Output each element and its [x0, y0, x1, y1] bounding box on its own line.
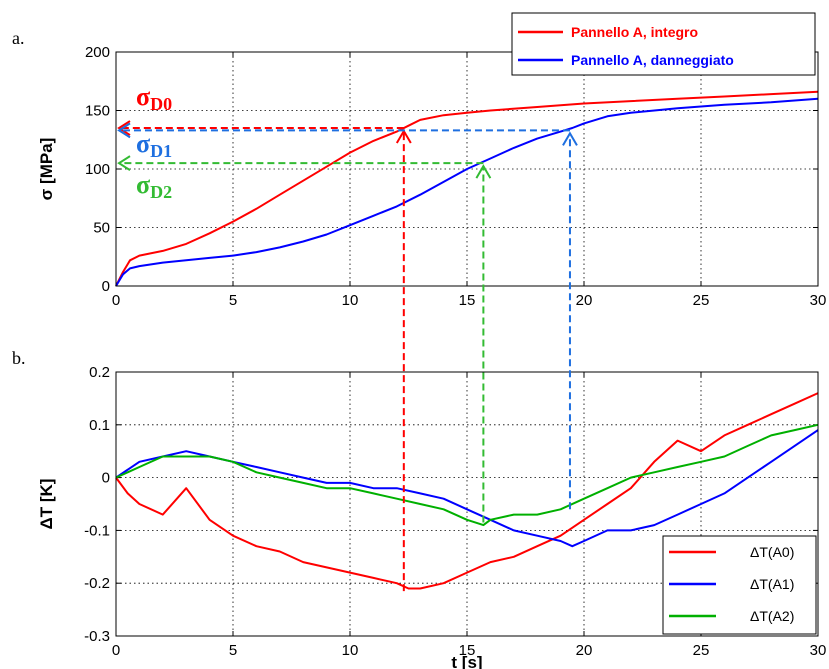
plot-a: 0 5 10 15 20 25 30 0 50 100 150 200 σ [MPa] — [37, 44, 826, 309]
plot-a-xtick-label: 0 — [112, 292, 120, 309]
plot-a-ytick-label: 0 — [102, 278, 110, 295]
guide-h-arrow-D2 — [117, 155, 131, 171]
sigma-labels: σD0 σD1 σD2 — [136, 82, 172, 202]
plot-a-ytick-label: 200 — [85, 44, 110, 61]
plot-a-ylabel: σ [MPa] — [37, 138, 56, 201]
guide-h-arrow-D0 — [117, 120, 131, 136]
sigma-label-D1: σD1 — [136, 129, 172, 161]
plot-a-xtick-label: 25 — [693, 292, 710, 309]
plot-a-frame — [115, 51, 819, 287]
legend-b-label-a0: ΔT(A0) — [750, 544, 794, 560]
legend-b: ΔT(A0) ΔT(A1) ΔT(A2) — [662, 535, 817, 635]
plot-b-xtick-label: 0 — [112, 642, 120, 659]
plot-b-xtick-label: 5 — [229, 642, 237, 659]
legend-a-label-danneggiato: Pannello A, danneggiato — [571, 52, 734, 68]
plot-b-xtick-label: 15 — [459, 642, 476, 659]
plot-b-ytick-label: -0.2 — [84, 575, 110, 592]
guide-v-arrow-D2 — [475, 164, 492, 179]
plot-b-frame — [115, 371, 819, 637]
plot-a-ytick-label: 150 — [85, 103, 110, 120]
plot-b-xtick-label: 20 — [576, 642, 593, 659]
plot-a-xtick-label: 10 — [342, 292, 359, 309]
plot-a-xtick-label: 20 — [576, 292, 593, 309]
plot-a-ytick-label: 50 — [93, 220, 110, 237]
plot-a-series-0 — [115, 90, 819, 287]
guide-v-arrow-D1 — [562, 131, 578, 146]
plot-b-series-0 — [115, 392, 819, 590]
plot-b-ylabel: ΔT [K] — [37, 479, 56, 530]
plot-b-xtick-label: 30 — [810, 642, 827, 659]
guide-h-arrow-D1 — [117, 122, 131, 139]
legend-a: Pannello A, integro Pannello A, danneggi… — [511, 12, 816, 76]
plot-b-ytick-label: -0.1 — [84, 522, 110, 539]
plot-a-series-1 — [115, 97, 819, 287]
plot-a-ytick-label: 100 — [85, 161, 110, 178]
plot-b-ytick-label: 0.1 — [89, 417, 110, 434]
plot-a-xtick-label: 15 — [459, 292, 476, 309]
panel-letter-b: b. — [12, 348, 26, 368]
plot-a-xtick-label: 30 — [810, 292, 827, 309]
legend-a-box — [511, 12, 816, 76]
legend-b-label-a2: ΔT(A2) — [750, 608, 794, 624]
panel-letter-a: a. — [12, 28, 25, 48]
sigma-label-D0: σD0 — [136, 82, 172, 114]
plot-b-ytick-label: -0.3 — [84, 628, 110, 645]
legend-b-label-a1: ΔT(A1) — [750, 576, 794, 592]
plot-b-ytick-label: 0 — [102, 470, 110, 487]
plot-b-ytick-label: 0.2 — [89, 364, 110, 381]
plot-b-xlabel: t [s] — [451, 653, 482, 669]
sigma-label-D2: σD2 — [136, 170, 172, 202]
plot-b-series-2 — [115, 423, 819, 527]
plot-b-xtick-label: 10 — [342, 642, 359, 659]
plot-a-xtick-label: 5 — [229, 292, 237, 309]
legend-a-label-integro: Pannello A, integro — [571, 24, 698, 40]
guide-lines — [117, 120, 578, 592]
plot-b-xtick-label: 25 — [693, 642, 710, 659]
